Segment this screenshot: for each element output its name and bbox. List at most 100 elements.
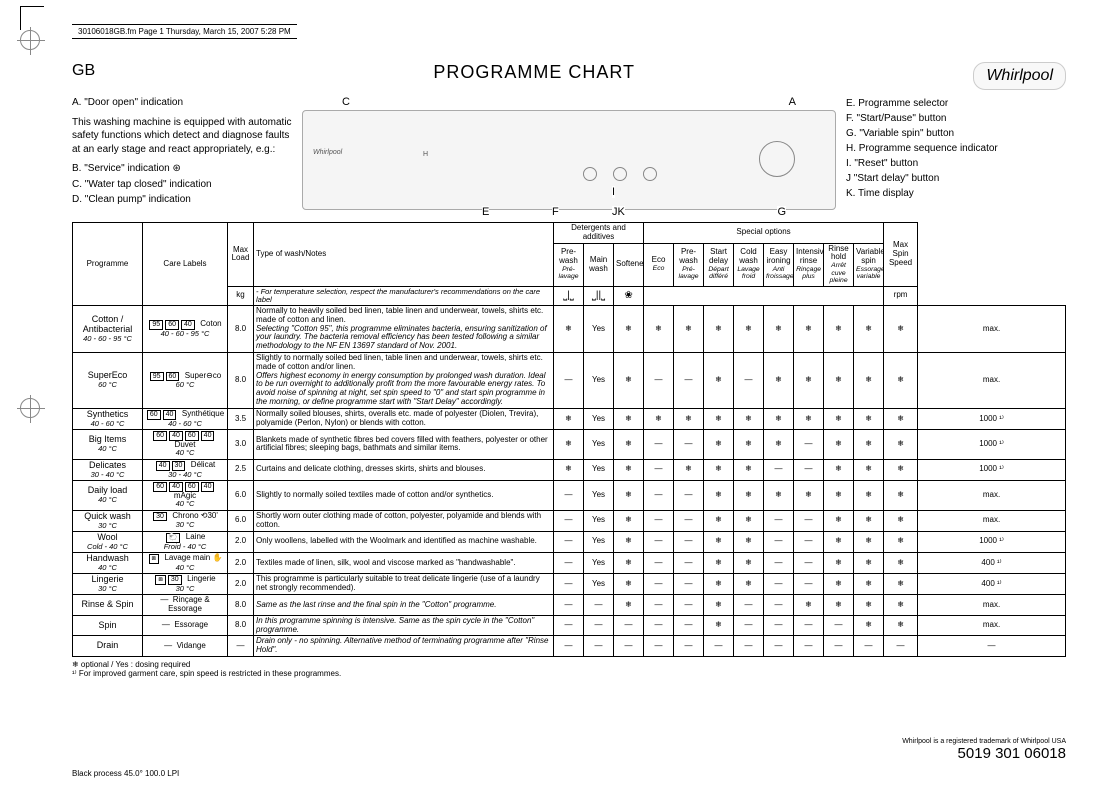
panel-brand: Whirlpool [313, 149, 342, 156]
option-cell: — [764, 574, 794, 595]
option-cell: — [824, 636, 854, 657]
callout-g: G [777, 206, 786, 218]
option-cell: ❄ [704, 615, 734, 636]
callout-c: C [342, 96, 350, 108]
prog-cell: Synthetics40 - 60 °C [73, 408, 143, 429]
option-cell: ❄ [824, 574, 854, 595]
option-cell: ❄ [884, 353, 918, 409]
rpm-cell: max. [918, 306, 1066, 353]
control-panel-diagram: C D A B Whirlpool H E F I JK G [302, 96, 836, 216]
footer-right: Whirlpool is a registered trademark of W… [902, 738, 1066, 762]
ico-softener: ❀ [614, 286, 644, 306]
option-cell: — [794, 459, 824, 480]
option-cell: ❄ [734, 510, 764, 531]
option-cell: ❄ [614, 574, 644, 595]
option-cell: — [554, 510, 584, 531]
option-cell: — [794, 574, 824, 595]
care-cell: 🐑 LaineFroid - 40 °C [143, 531, 228, 552]
option-cell: — [824, 615, 854, 636]
option-cell: — [794, 636, 824, 657]
prog-cell: Lingerie30 °C [73, 574, 143, 595]
option-cell: ❄ [884, 459, 918, 480]
option-cell: ❄ [854, 615, 884, 636]
option-cell: ❄ [884, 408, 918, 429]
option-cell: ❄ [614, 480, 644, 510]
option-cell: — [674, 531, 704, 552]
load-cell: 6.0 [228, 480, 254, 510]
option-cell: ❄ [614, 408, 644, 429]
option-cell: — [644, 595, 674, 616]
option-cell: ❄ [794, 306, 824, 353]
option-cell: ❄ [824, 552, 854, 573]
callout-i: I [612, 186, 615, 198]
prog-cell: Drain [73, 636, 143, 657]
option-cell: ❄ [764, 408, 794, 429]
option-cell: ❄ [884, 531, 918, 552]
prog-cell: Big Items40 °C [73, 430, 143, 460]
load-cell: — [228, 636, 254, 657]
option-cell: ❄ [734, 430, 764, 460]
load-cell: 2.0 [228, 531, 254, 552]
ico-prewash: ⎵|⎵ [554, 286, 584, 306]
option-cell: ❄ [824, 306, 854, 353]
option-cell: — [704, 636, 734, 657]
option-cell: ❄ [614, 353, 644, 409]
option-cell: — [644, 480, 674, 510]
option-cell: ❄ [884, 615, 918, 636]
hdr-care: Care Labels [143, 223, 228, 306]
option-cell: ❄ [614, 459, 644, 480]
intro-text: This washing machine is equipped with au… [72, 116, 292, 157]
hdr-detergents: Detergents and additives [554, 223, 644, 244]
panel-illustration: Whirlpool H [302, 110, 836, 210]
hdr-main: Main wash [584, 243, 614, 286]
option-cell: ❄ [614, 531, 644, 552]
option-cell: ❄ [794, 408, 824, 429]
legend-f: F. "Start/Pause" button [846, 111, 1066, 126]
prog-cell: Delicates30 - 40 °C [73, 459, 143, 480]
option-cell: — [794, 531, 824, 552]
table-row: Delicates30 - 40 °C4030 Délicat30 - 40 °… [73, 459, 1066, 480]
footnote-1: ❄ optional / Yes : dosing required [72, 660, 1066, 669]
notes-cell: Curtains and delicate clothing, dresses … [254, 459, 554, 480]
option-cell: — [674, 430, 704, 460]
option-cell: ❄ [554, 408, 584, 429]
callout-h: H [423, 151, 428, 158]
hdr-softener: Softener [614, 243, 644, 286]
table-row: Cotton / Antibacterial40 - 60 - 95 °C956… [73, 306, 1066, 353]
hdr-startdelay: Start delayDépart différé [704, 243, 734, 286]
rpm-cell: 1000 ¹⁾ [918, 531, 1066, 552]
option-cell: — [854, 636, 884, 657]
option-cell: ❄ [884, 510, 918, 531]
option-cell: ❄ [734, 459, 764, 480]
option-cell: ❄ [704, 306, 734, 353]
option-cell: — [794, 552, 824, 573]
hdr-coldwash: Cold washLavage froid [734, 243, 764, 286]
hdr-type-sub: - For temperature selection, respect the… [254, 286, 554, 306]
page-title: PROGRAMME CHART [95, 62, 973, 83]
option-cell: — [674, 480, 704, 510]
option-cell: ❄ [884, 595, 918, 616]
legend-e: E. Programme selector [846, 96, 1066, 111]
option-cell: ❄ [704, 595, 734, 616]
option-cell: — [764, 615, 794, 636]
option-cell: ❄ [704, 408, 734, 429]
option-cell: ❄ [854, 595, 884, 616]
option-cell: — [554, 595, 584, 616]
option-cell: — [554, 480, 584, 510]
option-cell: ❄ [734, 408, 764, 429]
option-cell: — [584, 636, 614, 657]
option-cell: — [554, 531, 584, 552]
rpm-cell: max. [918, 510, 1066, 531]
option-cell: ❄ [884, 430, 918, 460]
legend-k: K. Time display [846, 186, 1066, 201]
option-cell: — [584, 595, 614, 616]
prog-cell: Spin [73, 615, 143, 636]
legend-b: B. "Service" indication ⊛ [72, 162, 292, 176]
option-cell: ❄ [614, 510, 644, 531]
option-cell: ❄ [614, 430, 644, 460]
option-cell: — [644, 353, 674, 409]
option-cell: Yes [584, 480, 614, 510]
option-cell: ❄ [674, 306, 704, 353]
option-cell: — [764, 552, 794, 573]
file-header: 30106018GB.fm Page 1 Thursday, March 15,… [72, 24, 297, 39]
